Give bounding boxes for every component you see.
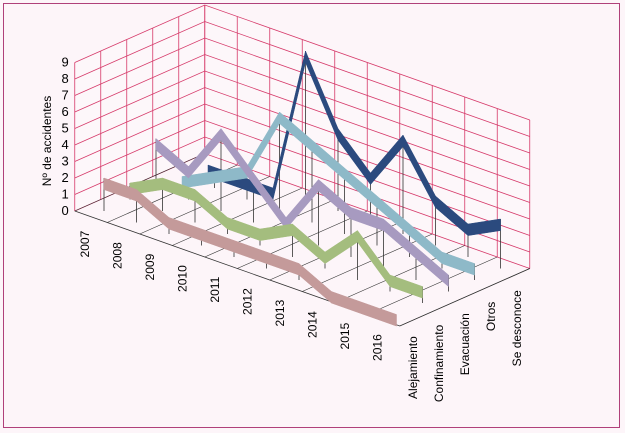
x-tick-label: 2015 (338, 322, 352, 349)
ribbon-segment (389, 274, 423, 299)
ribbon-segment (227, 217, 261, 241)
ribbon-segment (233, 240, 267, 264)
x-tick-label: 2013 (273, 299, 287, 326)
y-tick-label: 1 (62, 187, 69, 202)
ribbon-segment (324, 230, 358, 265)
series-ribbons (103, 50, 501, 327)
z-tick-label: Se desconoce (510, 290, 524, 366)
y-tick-label: 2 (62, 170, 69, 185)
floor-edge (74, 210, 530, 327)
x-tick-label: 2007 (78, 230, 92, 257)
x-tick-label: 2010 (176, 265, 190, 292)
y-tick-label: 0 (62, 203, 69, 218)
ribbon-segment (298, 262, 332, 304)
y-tick-label: 9 (62, 55, 69, 70)
y-axis-label: Nº de accidentes (40, 96, 54, 186)
y-tick-label: 3 (62, 154, 69, 169)
x-tick-label: 2012 (241, 288, 255, 315)
x-tick-label: 2009 (143, 253, 157, 280)
ribbon-segment (357, 229, 391, 288)
line-chart-3d: 01 23 45 67 89 2007 2008 2009 2010 2011 2012 2013 20… (40, 4, 531, 403)
chart-frame: 0 1 2 3 4 5 6 7 8 9 2007 2008 2009 2010 2011 2012 2013 20… (3, 3, 620, 428)
series-Confinamiento (129, 177, 423, 299)
y-tick-label: 8 (62, 71, 69, 86)
ribbon-segment (415, 246, 449, 288)
series-Evacuación (155, 127, 449, 288)
x-tick-label: 2011 (208, 276, 222, 302)
ribbon-segment (441, 251, 475, 276)
ribbon-segment (259, 223, 293, 241)
y-tick-label: 4 (62, 137, 69, 152)
ribbon-segment (266, 251, 300, 276)
ribbon-segment (363, 302, 397, 327)
ribbon-segment (168, 217, 202, 241)
series-Alejamiento (103, 177, 397, 327)
y-tick-label: 6 (62, 104, 69, 119)
ribbon-segment (201, 228, 235, 253)
ribbon-segment (331, 291, 365, 315)
floor-line (367, 256, 498, 315)
ribbon-segment (253, 172, 287, 230)
gridlines (74, 4, 531, 327)
z-tick-label: Alejamiento (406, 336, 420, 399)
x-tick-label: 2014 (306, 311, 320, 338)
axis-labels: 01 23 45 67 89 2007 2008 2009 2010 2011 2012 2013 20… (62, 55, 524, 403)
ribbon-segment (136, 188, 170, 230)
y-tick-label: 5 (62, 121, 69, 136)
x-tick-label: 2016 (371, 334, 385, 361)
z-tick-label: Confinamiento (432, 324, 446, 402)
x-tick-label: 2008 (111, 242, 125, 269)
z-tick-label: Evacuación (458, 313, 472, 375)
ribbon-segment (194, 188, 228, 230)
ribbon-segment (292, 223, 326, 265)
z-tick-label: Otros (484, 302, 498, 331)
series-Otros (181, 111, 475, 276)
y-tick-label: 7 (62, 88, 69, 103)
ribbon-segment (467, 218, 501, 236)
